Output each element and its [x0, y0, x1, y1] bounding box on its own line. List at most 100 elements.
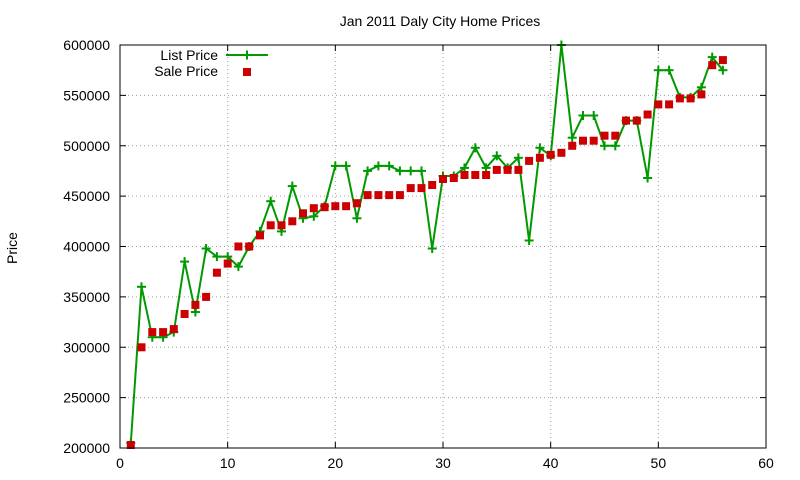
data-point-sale-price: [277, 221, 286, 230]
data-point-sale-price: [148, 328, 157, 337]
data-point-sale-price: [374, 191, 383, 200]
series-line-list-price: [129, 44, 724, 444]
data-point-list-price: [707, 52, 717, 62]
data-point-sale-price: [471, 171, 480, 179]
data-point-list-price: [384, 161, 394, 171]
data-point-list-price: [201, 244, 211, 253]
data-point-sale-price: [320, 203, 329, 212]
data-point-list-price: [524, 236, 534, 245]
data-point-sale-price: [503, 165, 512, 174]
y-tick-label: 400000: [63, 239, 110, 255]
data-point-list-price: [212, 252, 222, 262]
data-point-sale-price: [159, 328, 168, 337]
data-point-list-price: [417, 166, 426, 176]
data-point-sale-price: [266, 221, 275, 230]
data-point-list-price: [287, 181, 297, 191]
data-point-sale-price: [589, 136, 598, 145]
data-point-list-price: [460, 163, 469, 173]
data-point-sale-price: [428, 181, 437, 189]
x-tick-label: 10: [220, 455, 236, 471]
data-point-list-price: [233, 262, 243, 272]
data-point-list-price: [567, 133, 577, 143]
data-point-list-price: [309, 211, 319, 221]
data-point-sale-price: [439, 175, 447, 183]
data-point-sale-price: [460, 171, 469, 179]
y-tick-label: 500000: [63, 138, 110, 154]
data-point-sale-price: [288, 217, 297, 226]
data-point-sale-price: [546, 150, 555, 159]
data-point-sale-price: [449, 174, 458, 182]
data-point-list-price: [363, 166, 373, 176]
data-point-sale-price: [169, 325, 178, 334]
data-point-sale-price: [191, 300, 200, 309]
axis-ticks: 0 10 20 30 40 50 60 200000 250000 300000 350000 400…: [63, 37, 774, 471]
data-point-sale-price: [654, 100, 663, 109]
data-point-sale-price: [234, 242, 243, 251]
data-point-list-price: [137, 282, 146, 292]
plot-border: [119, 44, 767, 449]
data-point-sale-price: [352, 199, 361, 208]
data-point-sale-price: [417, 184, 426, 193]
data-point-sale-price: [665, 100, 674, 109]
data-point-list-price: [610, 141, 620, 151]
data-point-sale-price: [492, 165, 501, 174]
data-point-list-price: [513, 153, 523, 163]
data-point-list-price: [341, 161, 351, 171]
x-tick-label: 30: [435, 455, 451, 471]
data-point-sale-price: [525, 156, 534, 165]
legend: List Price Sale Price: [154, 47, 268, 79]
data-point-sale-price: [632, 116, 641, 125]
data-point-list-price: [266, 196, 276, 206]
data-point-sale-price: [482, 171, 491, 179]
data-point-sale-price: [180, 310, 189, 318]
y-tick-label: 450000: [63, 188, 110, 204]
data-point-sale-price: [514, 165, 523, 174]
data-point-list-price: [664, 65, 674, 75]
data-point-list-price: [718, 65, 728, 75]
data-point-sale-price: [675, 94, 684, 103]
data-point-list-price: [589, 111, 599, 120]
data-point-list-price: [180, 257, 190, 267]
y-tick-label: 300000: [63, 339, 110, 355]
data-point-sale-price: [385, 191, 394, 200]
data-point-sale-price: [137, 343, 146, 352]
data-point-sale-price: [342, 202, 351, 211]
data-point-list-price: [427, 244, 437, 253]
data-point-sale-price: [223, 259, 232, 268]
x-tick-label: 40: [543, 455, 559, 471]
data-point-sale-price: [212, 268, 221, 277]
data-point-sale-price: [622, 116, 630, 125]
y-tick-label: 350000: [63, 289, 110, 305]
data-point-list-price: [373, 161, 383, 171]
data-point-sale-price: [611, 131, 620, 140]
data-point-sale-price: [697, 90, 706, 99]
data-point-sale-price: [686, 94, 695, 103]
data-point-list-price: [352, 213, 362, 223]
data-point-list-price: [578, 111, 588, 120]
data-point-list-price: [696, 82, 706, 92]
data-point-list-price: [190, 307, 200, 317]
data-point-list-price: [481, 163, 491, 173]
x-tick-label: 60: [758, 455, 774, 471]
data-point-sale-price: [535, 153, 544, 162]
data-point-list-price: [600, 141, 609, 151]
data-point-sale-price: [256, 231, 264, 240]
data-point-sale-price: [579, 136, 587, 145]
x-tick-label: 0: [116, 455, 124, 471]
data-point-sale-price: [406, 184, 415, 193]
y-tick-label: 550000: [63, 87, 110, 103]
data-point-sale-price: [309, 204, 318, 213]
data-point-sale-price: [331, 202, 340, 211]
y-tick-label: 200000: [63, 440, 110, 456]
data-point-list-price: [653, 65, 663, 75]
data-point-sale-price: [600, 131, 609, 140]
series-layer: [126, 40, 728, 449]
data-point-sale-price: [568, 141, 577, 150]
legend-label-sale-price: Sale Price: [154, 63, 218, 79]
data-point-sale-price: [718, 56, 727, 65]
y-axis-label: Price: [4, 232, 20, 264]
data-point-sale-price: [363, 191, 372, 200]
data-point-list-price: [395, 166, 405, 176]
data-point-list-price: [492, 151, 502, 161]
